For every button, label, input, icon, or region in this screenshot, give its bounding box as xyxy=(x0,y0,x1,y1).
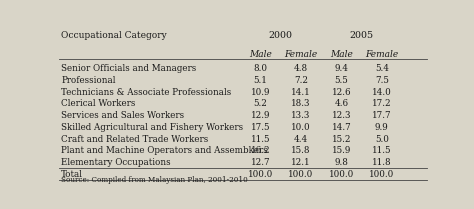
Text: 7.2: 7.2 xyxy=(294,76,308,85)
Text: 14.1: 14.1 xyxy=(291,88,311,97)
Text: 10.0: 10.0 xyxy=(291,123,311,132)
Text: 15.2: 15.2 xyxy=(332,135,351,144)
Text: 12.1: 12.1 xyxy=(291,158,311,167)
Text: 5.4: 5.4 xyxy=(375,64,389,73)
Text: 5.5: 5.5 xyxy=(335,76,348,85)
Text: 16.2: 16.2 xyxy=(251,146,270,155)
Text: 17.5: 17.5 xyxy=(251,123,270,132)
Text: Professional: Professional xyxy=(61,76,116,85)
Text: 17.7: 17.7 xyxy=(372,111,392,120)
Text: 100.0: 100.0 xyxy=(369,170,394,179)
Text: 9.4: 9.4 xyxy=(334,64,348,73)
Text: 5.1: 5.1 xyxy=(254,76,267,85)
Text: 9.9: 9.9 xyxy=(375,123,389,132)
Text: Female: Female xyxy=(365,50,399,59)
Text: 12.3: 12.3 xyxy=(332,111,351,120)
Text: Occupational Category: Occupational Category xyxy=(61,31,167,40)
Text: 12.6: 12.6 xyxy=(331,88,351,97)
Text: 100.0: 100.0 xyxy=(248,170,273,179)
Text: Male: Male xyxy=(330,50,353,59)
Text: 11.5: 11.5 xyxy=(251,135,270,144)
Text: 4.6: 4.6 xyxy=(334,99,348,108)
Text: 5.2: 5.2 xyxy=(254,99,267,108)
Text: 4.8: 4.8 xyxy=(294,64,308,73)
Text: 18.3: 18.3 xyxy=(291,99,311,108)
Text: Male: Male xyxy=(249,50,272,59)
Text: Craft and Related Trade Workers: Craft and Related Trade Workers xyxy=(61,135,209,144)
Text: Elementary Occupations: Elementary Occupations xyxy=(61,158,171,167)
Text: 14.0: 14.0 xyxy=(372,88,392,97)
Text: 100.0: 100.0 xyxy=(288,170,314,179)
Text: 11.8: 11.8 xyxy=(372,158,392,167)
Text: 10.9: 10.9 xyxy=(251,88,270,97)
Text: 12.9: 12.9 xyxy=(251,111,270,120)
Text: 17.2: 17.2 xyxy=(372,99,392,108)
Text: Total: Total xyxy=(61,170,83,179)
Text: Female: Female xyxy=(284,50,318,59)
Text: Plant and Machine Operators and Assembkers: Plant and Machine Operators and Assembke… xyxy=(61,146,268,155)
Text: 100.0: 100.0 xyxy=(329,170,354,179)
Text: 12.7: 12.7 xyxy=(251,158,270,167)
Text: Services and Sales Workers: Services and Sales Workers xyxy=(61,111,184,120)
Text: 15.9: 15.9 xyxy=(332,146,351,155)
Text: Technicians & Associate Professionals: Technicians & Associate Professionals xyxy=(61,88,231,97)
Text: 5.0: 5.0 xyxy=(375,135,389,144)
Text: 2000: 2000 xyxy=(269,31,293,40)
Text: 15.8: 15.8 xyxy=(291,146,311,155)
Text: 11.5: 11.5 xyxy=(372,146,392,155)
Text: 14.7: 14.7 xyxy=(331,123,351,132)
Text: Source: Compiled from Malaysian Plan, 2001-2010: Source: Compiled from Malaysian Plan, 20… xyxy=(61,176,248,184)
Text: 4.4: 4.4 xyxy=(294,135,308,144)
Text: 7.5: 7.5 xyxy=(375,76,389,85)
Text: Senior Officials and Managers: Senior Officials and Managers xyxy=(61,64,196,73)
Text: Clerical Workers: Clerical Workers xyxy=(61,99,136,108)
Text: 13.3: 13.3 xyxy=(292,111,310,120)
Text: 8.0: 8.0 xyxy=(254,64,267,73)
Text: 2005: 2005 xyxy=(349,31,374,40)
Text: Skilled Agricultural and Fishery Workers: Skilled Agricultural and Fishery Workers xyxy=(61,123,243,132)
Text: 9.8: 9.8 xyxy=(335,158,348,167)
